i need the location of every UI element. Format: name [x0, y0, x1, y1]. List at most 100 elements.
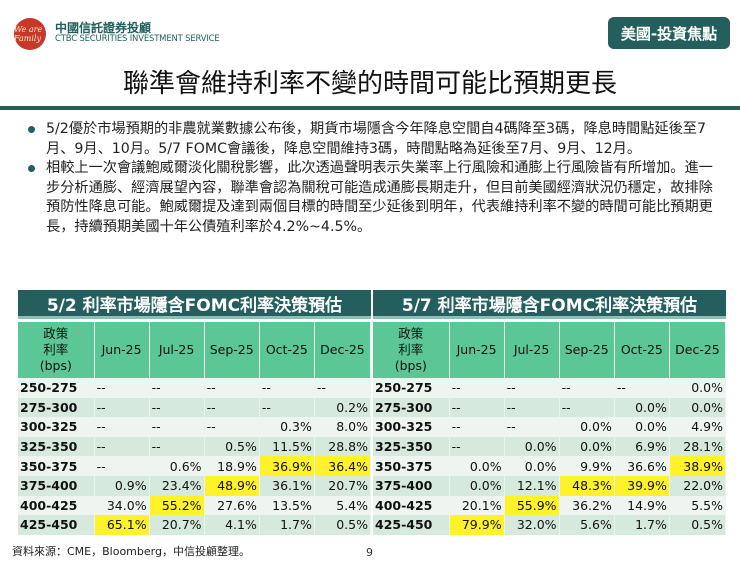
- probability-cell: --: [504, 417, 560, 437]
- rate-range: 350-375: [373, 456, 450, 476]
- rate-range: 375-400: [18, 475, 95, 496]
- probability-cell: 6.9%: [614, 436, 670, 457]
- probability-cell: 4.1%: [204, 515, 260, 535]
- page-number: 9: [366, 546, 373, 559]
- table-row: 375-400 0.0% 12.1% 48.3% 39.9% 22.0%: [373, 475, 727, 496]
- probability-cell: --: [449, 436, 505, 457]
- probability-cell: 27.6%: [204, 495, 260, 516]
- table-row: 275-300 -- -- -- 0.0% 0.0%: [373, 397, 727, 418]
- probability-cell: 18.9%: [204, 456, 260, 476]
- probability-cell: 1.7%: [614, 515, 670, 535]
- bullet-list: 5/2優於市場預期的非農就業數據公布後，期貨市場隱含今年降息空間自4碼降至3碼，…: [28, 120, 714, 237]
- rate-range: 250-275: [373, 378, 450, 398]
- probability-cell: 22.0%: [669, 475, 727, 496]
- column-header: Dec-25: [669, 322, 727, 378]
- probability-cell: 0.5%: [314, 515, 372, 535]
- probability-cell: 0.6%: [149, 456, 205, 476]
- probability-cell: 0.2%: [314, 397, 372, 418]
- probability-cell: 55.2%: [149, 495, 205, 516]
- probability-cell: 0.0%: [504, 436, 560, 457]
- rate-header-line: 利率: [398, 342, 424, 357]
- probability-cell: 36.6%: [614, 456, 670, 476]
- probability-cell: 14.9%: [614, 495, 670, 516]
- probability-cell: 0.3%: [259, 417, 315, 437]
- rate-range: 350-375: [18, 456, 95, 476]
- probability-cell: 79.9%: [449, 515, 505, 535]
- probability-cell: 8.0%: [314, 417, 372, 437]
- probability-cell: 5.6%: [559, 515, 615, 535]
- column-header: Jun-25: [94, 322, 150, 378]
- probability-cell: --: [94, 397, 150, 418]
- rate-header: 政策 利率 (bps): [18, 322, 95, 378]
- probability-cell: 0.0%: [449, 456, 505, 476]
- probability-cell: 0.0%: [614, 417, 670, 437]
- bullet-item: 5/2優於市場預期的非農就業數據公布後，期貨市場隱含今年降息空間自4碼降至3碼，…: [28, 120, 714, 159]
- table-row: 250-275 -- -- -- -- --: [18, 378, 372, 398]
- rate-range: 250-275: [18, 378, 95, 398]
- rate-range: 325-350: [373, 436, 450, 457]
- probability-cell: --: [94, 417, 150, 437]
- column-header: Sep-25: [559, 322, 615, 378]
- probability-cell: 20.7%: [149, 515, 205, 535]
- probability-cell: --: [449, 417, 505, 437]
- table-title: 5/7 利率市場隱含FOMC利率決策預估: [373, 290, 726, 319]
- table-row: 350-375 -- 0.6% 18.9% 36.9% 36.4%: [18, 456, 372, 476]
- probability-cell: 5.5%: [669, 495, 727, 516]
- table-0502: 5/2 利率市場隱含FOMC利率決策預估 政策 利率 (bps) Jun-25 Jul-2…: [18, 290, 372, 535]
- probability-cell: --: [94, 456, 150, 476]
- table-title: 5/2 利率市場隱含FOMC利率決策預估: [18, 290, 371, 319]
- rate-range: 275-300: [373, 397, 450, 418]
- probability-cell: 20.7%: [314, 475, 372, 496]
- probability-cell: 1.7%: [259, 515, 315, 535]
- rate-header-line: 利率: [43, 342, 69, 357]
- probability-cell: --: [149, 378, 205, 398]
- rate-range: 375-400: [373, 475, 450, 496]
- rate-header: 政策 利率 (bps): [373, 322, 450, 378]
- bullet-item: 相較上一次會議鮑威爾淡化關稅影響，此次透過聲明表示失業率上行風險和通膨上行風險皆…: [28, 159, 714, 237]
- table-0507: 5/7 利率市場隱含FOMC利率決策預估 政策 利率 (bps) Jun-25 Jul-2…: [373, 290, 727, 535]
- column-header: Oct-25: [614, 322, 670, 378]
- probability-cell: --: [259, 397, 315, 418]
- rate-header-line: 政策: [43, 326, 69, 341]
- probability-cell: 48.9%: [204, 475, 260, 496]
- page-title: 聯準會維持利率不變的時間可能比預期更長: [122, 69, 617, 99]
- probability-cell: 39.9%: [614, 475, 670, 496]
- probability-cell: --: [204, 417, 260, 437]
- rate-header-line: (bps): [394, 358, 427, 373]
- probability-cell: --: [259, 378, 315, 398]
- probability-cell: 55.9%: [504, 495, 560, 516]
- probability-cell: 28.8%: [314, 436, 372, 457]
- table-row: 275-300 -- -- -- -- 0.2%: [18, 397, 372, 418]
- table-row: 425-450 65.1% 20.7% 4.1% 1.7% 0.5%: [18, 515, 372, 535]
- probability-cell: 48.3%: [559, 475, 615, 496]
- table-row: 300-325 -- -- -- 0.3% 8.0%: [18, 417, 372, 437]
- probability-cell: 36.9%: [259, 456, 315, 476]
- probability-cell: 4.9%: [669, 417, 727, 437]
- rate-range: 400-425: [18, 495, 95, 516]
- table-row: 300-325 -- -- 0.0% 0.0% 4.9%: [373, 417, 727, 437]
- table-row: 325-350 -- 0.0% 0.0% 6.9% 28.1%: [373, 436, 727, 457]
- probability-cell: 0.5%: [669, 515, 727, 535]
- probability-cell: 5.4%: [314, 495, 372, 516]
- probability-cell: 23.4%: [149, 475, 205, 496]
- probability-cell: 36.4%: [314, 456, 372, 476]
- probability-cell: 32.0%: [504, 515, 560, 535]
- probability-cell: 12.1%: [504, 475, 560, 496]
- probability-cell: 0.0%: [504, 456, 560, 476]
- probability-cell: --: [204, 378, 260, 398]
- rate-range: 300-325: [18, 417, 95, 437]
- column-header: Oct-25: [259, 322, 315, 378]
- rate-range: 325-350: [18, 436, 95, 457]
- company-logo: We are Family: [14, 18, 46, 50]
- section-tag: 美國-投資焦點: [608, 17, 730, 49]
- probability-cell: 34.0%: [94, 495, 150, 516]
- probability-cell: --: [559, 397, 615, 418]
- brand-name-cn: 中國信託證券投顧: [55, 21, 152, 35]
- probability-cell: 13.5%: [259, 495, 315, 516]
- table-row: 325-350 -- -- 0.5% 11.5% 28.8%: [18, 436, 372, 457]
- source-note: 資料來源：CME，Bloomberg，中信投顧整理。: [12, 545, 250, 558]
- table-row: 400-425 34.0% 55.2% 27.6% 13.5% 5.4%: [18, 495, 372, 516]
- probability-cell: 20.1%: [449, 495, 505, 516]
- probability-cell: 36.2%: [559, 495, 615, 516]
- probability-cell: --: [614, 378, 670, 398]
